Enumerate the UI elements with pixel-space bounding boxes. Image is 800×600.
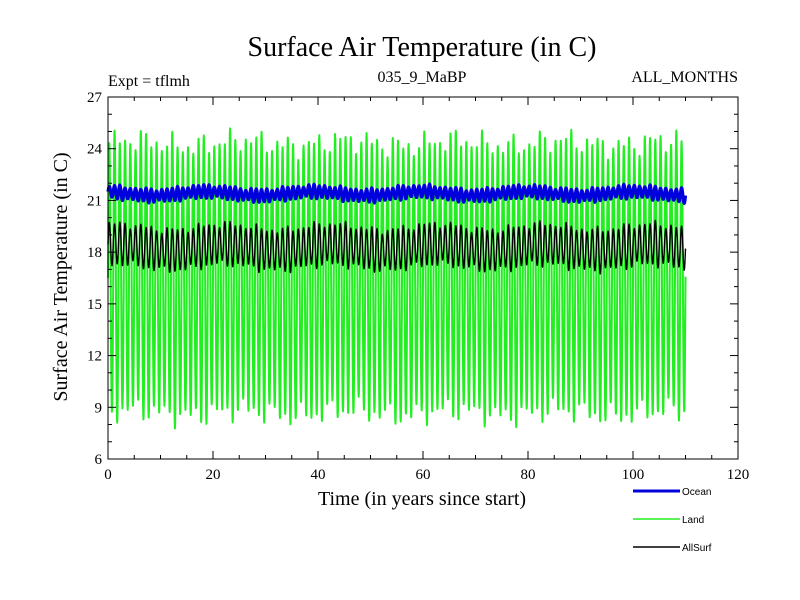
y-tick-label: 18 xyxy=(87,245,102,261)
legend: Ocean Land AllSurf xyxy=(633,487,712,554)
experiment-label: Expt = tflmh xyxy=(108,73,190,90)
x-tick-label: 100 xyxy=(622,467,645,483)
series-line-allsurf xyxy=(107,219,687,275)
x-tick-label: 60 xyxy=(416,467,431,483)
y-tick-label: 27 xyxy=(87,90,103,106)
series-line-land xyxy=(107,127,687,430)
x-tick-label: 0 xyxy=(104,467,112,483)
months-label: ALL_MONTHS xyxy=(631,69,738,86)
series-line-ocean xyxy=(106,182,688,205)
chart-title: Surface Air Temperature (in C) xyxy=(248,32,597,63)
period-label: 035_9_MaBP xyxy=(378,69,467,86)
y-tick-label: 21 xyxy=(87,193,102,209)
x-tick-label: 40 xyxy=(311,467,326,483)
legend-label-allsurf: AllSurf xyxy=(682,543,712,554)
x-tick-label: 120 xyxy=(727,467,750,483)
x-axis-label: Time (in years since start) xyxy=(318,488,526,510)
legend-label-land: Land xyxy=(682,515,704,526)
legend-label-ocean: Ocean xyxy=(682,487,711,498)
series-layer xyxy=(106,127,688,430)
y-tick-label: 24 xyxy=(87,142,103,158)
y-tick-label: 12 xyxy=(87,349,102,365)
x-tick-label: 20 xyxy=(206,467,221,483)
y-axis-label: Surface Air Temperature (in C) xyxy=(50,152,72,401)
x-tick-label: 80 xyxy=(521,467,536,483)
y-tick-label: 6 xyxy=(95,452,103,468)
axes-layer: 0 20 40 60 80 100 120 6 9 12 15 18 21 24 27 xyxy=(87,90,749,483)
y-tick-label: 15 xyxy=(87,297,102,313)
y-tick-label: 9 xyxy=(95,400,103,416)
